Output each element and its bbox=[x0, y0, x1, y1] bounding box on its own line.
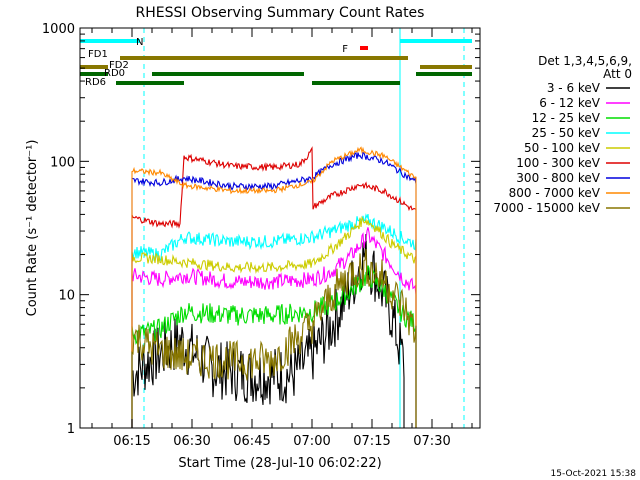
series-line bbox=[131, 227, 417, 428]
flag-bar-label: RD6 bbox=[85, 77, 106, 88]
flag-bar-label: N bbox=[136, 37, 143, 48]
legend-label: 3 - 6 keV bbox=[547, 81, 601, 95]
flag-bar-label: FD1 bbox=[88, 49, 108, 60]
series-group bbox=[131, 146, 417, 428]
legend-header: Det 1,3,4,5,6,9, bbox=[538, 54, 632, 68]
y-tick-label: 10 bbox=[58, 289, 75, 304]
series-line bbox=[131, 249, 417, 428]
legend-label: 300 - 800 keV bbox=[516, 171, 600, 185]
y-tick-label: 1000 bbox=[42, 22, 75, 37]
series-line bbox=[131, 146, 417, 428]
legend-label: 7000 - 15000 keV bbox=[493, 201, 600, 215]
y-tick-label: 1 bbox=[67, 422, 75, 437]
series-line bbox=[131, 265, 417, 428]
series-line bbox=[131, 146, 417, 428]
plot-frame bbox=[79, 27, 481, 429]
y-axis-label: Count Rate (s⁻¹ detector⁻¹) bbox=[25, 140, 40, 317]
x-tick-label: 07:15 bbox=[353, 434, 390, 449]
flag-bar-label: F bbox=[342, 44, 348, 55]
chart-title: RHESSI Observing Summary Count Rates bbox=[136, 5, 425, 21]
x-tick-label: 06:15 bbox=[113, 434, 150, 449]
legend-label: 12 - 25 keV bbox=[532, 111, 601, 125]
legend-header: Att 0 bbox=[603, 67, 632, 81]
x-tick-label: 06:45 bbox=[233, 434, 270, 449]
y-axis: 1 10 100 1000 bbox=[42, 22, 480, 437]
series-line bbox=[131, 152, 417, 428]
x-tick-label: 06:30 bbox=[173, 434, 210, 449]
x-tick-label: 07:30 bbox=[413, 434, 450, 449]
legend-label: 800 - 7000 keV bbox=[509, 186, 601, 200]
x-axis: 06:15 06:30 06:45 07:00 07:15 07:30 bbox=[91, 28, 473, 449]
x-axis-label: Start Time (28-Jul-10 06:02:22) bbox=[178, 456, 381, 471]
legend-label: 25 - 50 keV bbox=[532, 126, 601, 140]
series-line bbox=[131, 215, 417, 428]
flag-bar-label: RD0 bbox=[104, 68, 125, 79]
legend-label: 6 - 12 keV bbox=[539, 96, 601, 110]
series-line bbox=[131, 213, 417, 428]
legend-label: 100 - 300 keV bbox=[516, 156, 600, 170]
legend-label: 50 - 100 keV bbox=[524, 141, 601, 155]
y-tick-label: 100 bbox=[50, 155, 75, 170]
x-tick-label: 07:00 bbox=[293, 434, 330, 449]
flag-bar-label: FD2 bbox=[109, 60, 129, 71]
footer-date: 15-Oct-2021 15:38 bbox=[551, 469, 637, 479]
